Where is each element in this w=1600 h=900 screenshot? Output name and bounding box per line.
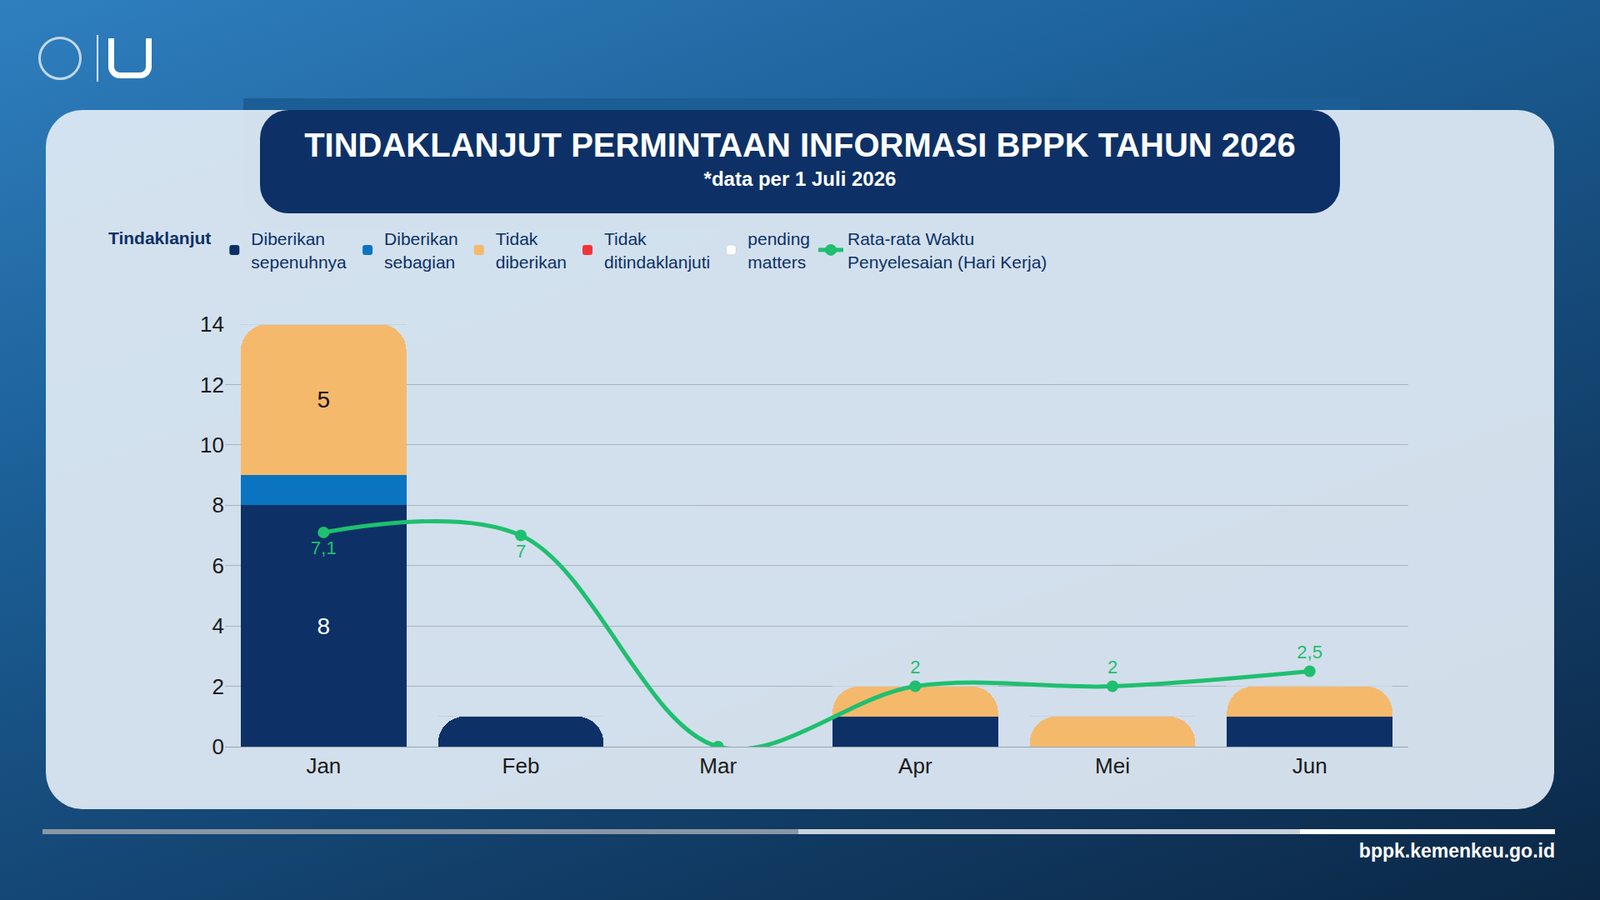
- svg-text:5: 5: [317, 386, 331, 413]
- svg-text:Mar: Mar: [699, 753, 737, 779]
- svg-text:0: 0: [212, 734, 225, 760]
- svg-text:Jan: Jan: [305, 753, 341, 779]
- svg-text:Rata-rata WaktuPenyelesaian (H: Rata-rata WaktuPenyelesaian (Hari Kerja): [847, 229, 1047, 271]
- svg-text:2: 2: [910, 656, 920, 678]
- svg-text:Jun: Jun: [1292, 753, 1328, 779]
- svg-text:Feb: Feb: [502, 753, 540, 779]
- svg-text:4: 4: [212, 613, 225, 639]
- svg-text:2: 2: [1107, 656, 1118, 678]
- svg-text:2,5: 2,5: [1296, 641, 1323, 663]
- svg-text:6: 6: [212, 553, 225, 579]
- svg-text:Tidakditindaklanjuti: Tidakditindaklanjuti: [604, 229, 710, 271]
- svg-text:10: 10: [200, 432, 225, 458]
- svg-text:12: 12: [200, 372, 225, 398]
- svg-text:Apr: Apr: [898, 753, 933, 779]
- html-text:bppk.kemenkeu.go.id: bppk.kemenkeu.go.id: [1359, 840, 1555, 862]
- svg-text:Mei: Mei: [1095, 753, 1130, 779]
- svg-text:Tidakdiberikan: Tidakdiberikan: [495, 229, 567, 271]
- svg-text:Tindaklanjut: Tindaklanjut: [108, 228, 211, 248]
- html-text:*data per 1 Juli 2026: *data per 1 Juli 2026: [703, 167, 897, 190]
- svg-text:14: 14: [200, 311, 225, 337]
- svg-text:8: 8: [317, 613, 331, 640]
- html-text:TINDAKLANJUT PERMINTAAN INFORM: TINDAKLANJUT PERMINTAAN INFORMASI BPPK T…: [304, 126, 1296, 164]
- svg-text:7,1: 7,1: [310, 537, 337, 559]
- svg-text:7: 7: [515, 540, 526, 562]
- svg-text:Diberikansepenuhnya: Diberikansepenuhnya: [250, 229, 347, 271]
- svg-text:Diberikansebagian: Diberikansebagian: [384, 229, 459, 271]
- svg-text:2: 2: [212, 674, 225, 700]
- svg-text:pendingmatters: pendingmatters: [747, 229, 810, 271]
- svg-text:8: 8: [212, 492, 225, 518]
